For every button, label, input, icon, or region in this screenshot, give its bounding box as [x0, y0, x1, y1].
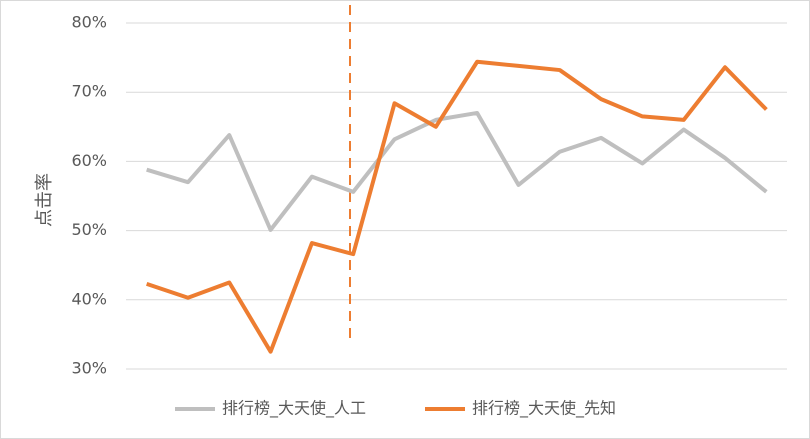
- y-tick-label: 40%: [71, 289, 107, 308]
- y-axis-label: 点击率: [34, 173, 55, 227]
- legend-label: 排行榜_大天使_先知: [472, 399, 616, 419]
- series-line: [146, 110, 768, 232]
- y-tick-label: 60%: [71, 151, 107, 170]
- y-tick-label: 70%: [71, 82, 107, 101]
- y-tick-label: 50%: [71, 220, 107, 239]
- series-line: [146, 59, 768, 354]
- y-tick-label: 30%: [71, 359, 107, 378]
- legend-label: 排行榜_大天使_人工: [222, 399, 366, 419]
- y-tick-label: 80%: [71, 13, 107, 32]
